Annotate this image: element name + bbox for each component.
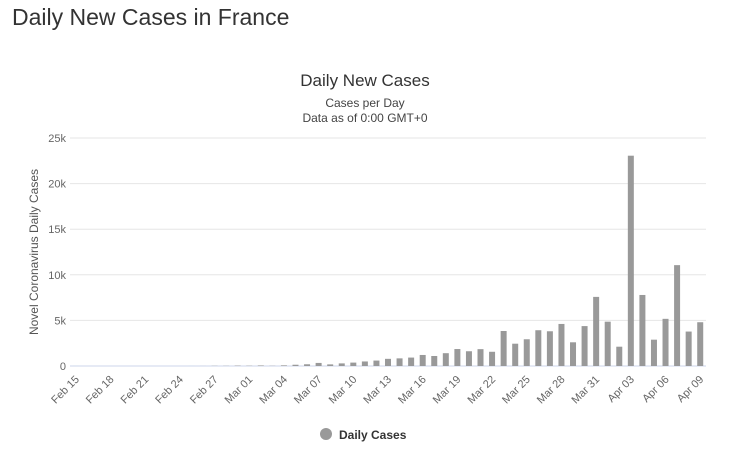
- bar: [431, 355, 438, 366]
- chart-title: Daily New Cases: [300, 71, 429, 90]
- x-tick-label: Apr 06: [640, 374, 671, 405]
- bar: [396, 358, 403, 366]
- bar: [627, 155, 634, 366]
- bar: [650, 339, 657, 366]
- legend-marker: [320, 428, 332, 440]
- x-tick-label: Mar 19: [431, 374, 464, 407]
- bar: [512, 343, 519, 366]
- x-tick-label: Apr 09: [675, 374, 706, 405]
- x-tick-label: Mar 04: [257, 374, 290, 407]
- bar: [373, 360, 380, 366]
- legend-label: Daily Cases: [339, 428, 407, 442]
- x-tick-label: Mar 25: [500, 374, 533, 407]
- x-tick-label: Feb 27: [188, 374, 221, 407]
- bar: [385, 358, 391, 366]
- bar: [581, 326, 588, 366]
- bar: [535, 330, 542, 366]
- x-tick-label: Mar 10: [327, 374, 360, 407]
- bar: [477, 349, 484, 366]
- bar: [257, 365, 264, 366]
- bar: [304, 364, 311, 366]
- bar: [442, 353, 449, 366]
- x-tick-label: Mar 28: [535, 374, 568, 407]
- bar: [338, 363, 345, 366]
- bar: [639, 294, 646, 366]
- x-tick-label: Feb 24: [153, 374, 186, 407]
- bar: [674, 265, 681, 366]
- x-tick-label: Mar 07: [292, 374, 325, 407]
- bar: [350, 362, 357, 366]
- bar: [570, 342, 577, 366]
- x-tick-label: Mar 13: [361, 374, 394, 407]
- bar: [697, 322, 704, 366]
- bar: [361, 361, 368, 366]
- bar: [662, 318, 669, 366]
- bar: [558, 323, 565, 366]
- x-tick-label: Mar 16: [396, 374, 429, 407]
- bar: [280, 365, 287, 366]
- bar: [315, 362, 322, 366]
- y-tick-label: 5k: [54, 315, 66, 327]
- x-tick-label: Mar 01: [223, 374, 256, 407]
- x-tick-label: Feb 18: [84, 374, 117, 407]
- y-tick-label: 15k: [48, 224, 66, 236]
- bar: [523, 339, 530, 366]
- y-tick-label: 20k: [48, 179, 66, 191]
- y-tick-label: 10k: [48, 270, 66, 282]
- bar: [292, 364, 299, 366]
- x-tick-label: Apr 03: [606, 374, 637, 405]
- y-axis-label: Novel Coronavirus Daily Cases: [27, 169, 41, 335]
- chart-subtitle: Data as of 0:00 GMT+0: [302, 111, 427, 125]
- x-tick-label: Mar 22: [465, 374, 498, 407]
- bar: [489, 351, 496, 366]
- bar: [419, 354, 426, 366]
- y-tick-label: 0: [60, 361, 66, 373]
- bar: [593, 296, 600, 366]
- page-title: Daily New Cases in France: [12, 4, 290, 30]
- x-tick-label: Feb 15: [49, 374, 82, 407]
- bar: [465, 351, 472, 366]
- bar: [408, 357, 415, 366]
- bar: [327, 364, 334, 366]
- bar: [546, 331, 553, 366]
- x-tick-label: Mar 31: [570, 374, 603, 407]
- bar: [454, 349, 461, 366]
- bar: [616, 346, 623, 366]
- bar: [604, 321, 611, 366]
- chart-subtitle: Cases per Day: [325, 96, 404, 110]
- x-tick-label: Feb 21: [119, 374, 152, 407]
- y-tick-label: 25k: [48, 133, 66, 145]
- bar: [500, 330, 507, 366]
- bar: [685, 331, 692, 366]
